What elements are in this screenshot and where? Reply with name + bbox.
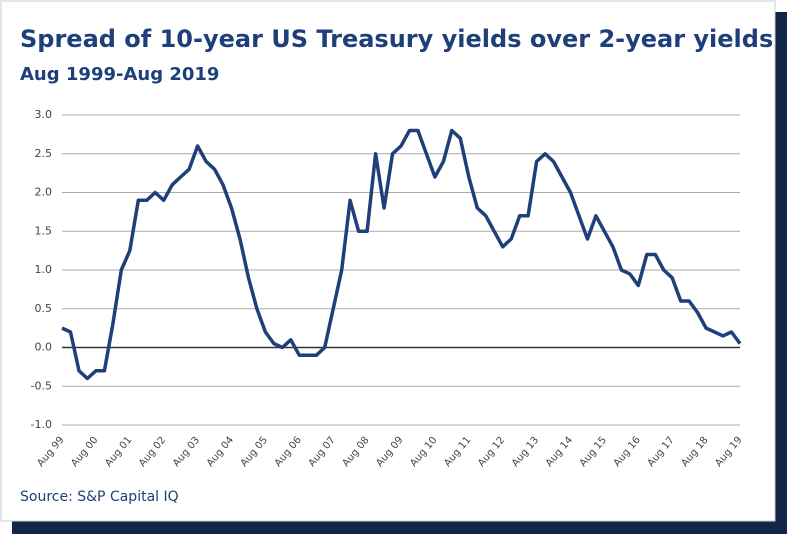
chart-subtitle: Aug 1999-Aug 2019 <box>20 64 219 85</box>
y-tick-label: 1.0 <box>35 263 53 276</box>
y-tick-label: 0.0 <box>35 341 53 354</box>
y-tick-label: 3.0 <box>35 108 53 121</box>
y-tick-label: -1.0 <box>31 418 52 431</box>
y-tick-label: -0.5 <box>31 379 52 392</box>
y-tick-label: 0.5 <box>35 302 53 315</box>
series-line <box>61 128 742 381</box>
source: Source: S&P Capital IQ <box>20 489 179 505</box>
chart-title: Spread of 10-year US Treasury yields ove… <box>20 25 773 53</box>
y-tick-label: 1.5 <box>35 224 53 237</box>
y-tick-label: 2.0 <box>35 186 53 199</box>
y-tick-label: 2.5 <box>35 147 53 160</box>
